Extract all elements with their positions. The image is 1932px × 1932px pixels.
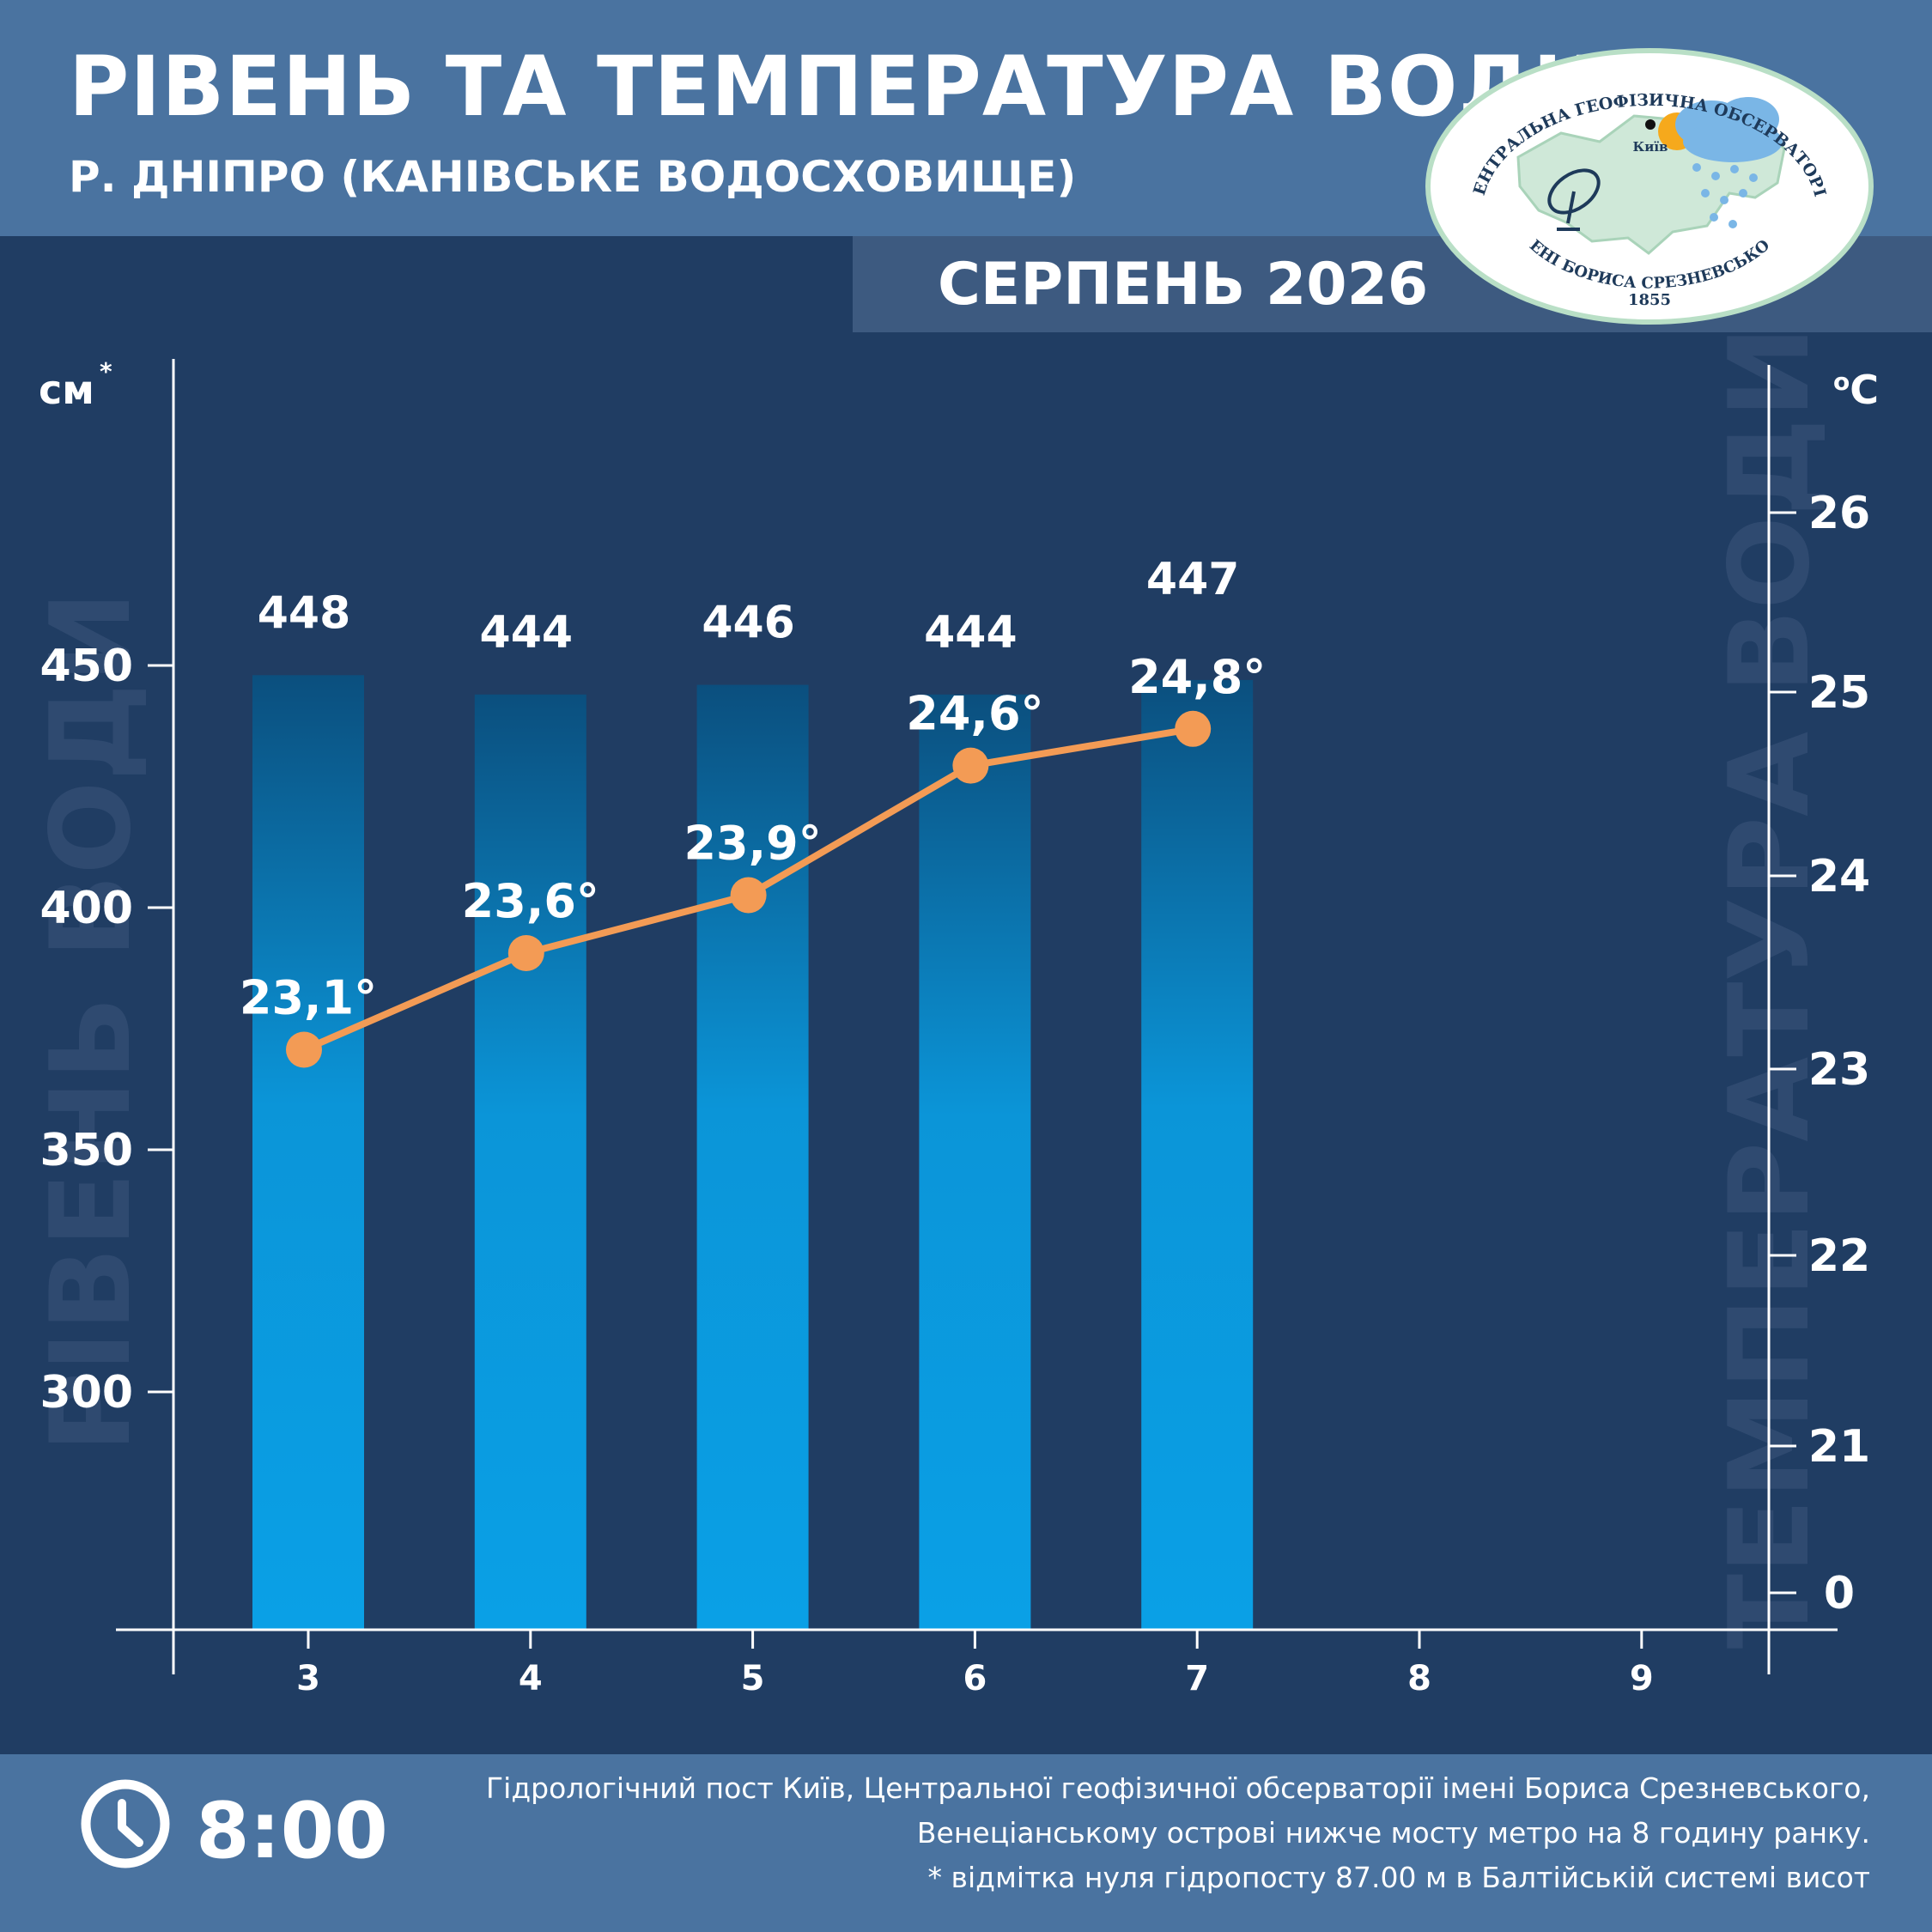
right-axis-tick-label: 25 [1808, 667, 1870, 719]
x-tick-label: 7 [1185, 1659, 1209, 1698]
temperature-point [730, 877, 767, 914]
x-tick-label: 5 [741, 1659, 765, 1698]
level-value-label: 444 [480, 607, 574, 659]
left-axis-tick-label: 450 [39, 641, 133, 692]
level-bar [1141, 679, 1254, 1631]
left-axis-unit: см [39, 367, 94, 413]
footer-note-3: * відмітка нуля гідропосту 87.00 м в Бал… [927, 1861, 1870, 1894]
level-bar [474, 694, 586, 1630]
footer-note-2: Венеціанському острові нижче мосту метро… [916, 1816, 1870, 1850]
x-tick-label: 8 [1407, 1659, 1431, 1698]
month-label: СЕРПЕНЬ 2026 [938, 251, 1429, 319]
temperature-point [952, 747, 989, 784]
level-value-label: 444 [924, 607, 1018, 659]
footer-band [0, 1754, 1932, 1932]
right-axis-tick-label: 23 [1808, 1044, 1870, 1096]
x-tick-label: 4 [519, 1659, 543, 1698]
right-axis-tick-label: 26 [1808, 488, 1870, 539]
temperature-point [1175, 710, 1212, 747]
left-axis-tick-label: 400 [39, 883, 133, 934]
observatory-logo: Київ ЦЕНТРАЛЬНА ГЕОФІЗИЧНА ОБСЕРВАТОРІЯ … [1424, 47, 1874, 325]
level-bar [919, 694, 1031, 1630]
footer-note-1: Гідрологічний пост Київ, Центральної гео… [486, 1771, 1870, 1805]
level-value-label: 447 [1146, 554, 1240, 605]
temperature-value-label: 23,6° [462, 874, 599, 928]
satellite-dish-icon [1547, 168, 1601, 231]
page-title: РІВЕНЬ ТА ТЕМПЕРАТУРА ВОДИ [69, 39, 1603, 135]
left-axis-tick-label: 350 [39, 1125, 133, 1176]
temperature-point [286, 1031, 322, 1068]
level-bar [696, 684, 809, 1630]
temperature-value-label: 24,8° [1128, 650, 1266, 704]
logo-year: 1855 [1628, 291, 1671, 309]
temperature-value-label: 23,1° [240, 971, 377, 1025]
x-tick-label: 3 [296, 1659, 320, 1698]
level-temperature-chart: РІВЕНЬ ВОДИ ТЕМПЕРАТУРА ВОДИ 3 4 5 6 7 8 93003… [27, 326, 1879, 1698]
logo-city: Київ [1633, 139, 1668, 155]
temperature-value-label: 23,9° [683, 817, 821, 871]
level-value-label: 448 [258, 587, 351, 639]
x-tick-label: 6 [963, 1659, 987, 1698]
right-axis-tick-label: 0 [1824, 1568, 1855, 1619]
right-axis-tick-label: 22 [1808, 1230, 1870, 1282]
page-subtitle: Р. ДНІПРО (КАНІВСЬКЕ ВОДОСХОВИЩЕ) [69, 152, 1077, 202]
level-value-label: 446 [702, 598, 795, 649]
level-bar [252, 675, 364, 1630]
right-axis-tick-label: 21 [1808, 1421, 1870, 1473]
left-axis-unit-mark: * [100, 357, 112, 386]
clock-icon [81, 1779, 170, 1868]
right-axis-tick-label: 24 [1808, 851, 1870, 902]
observation-time: 8:00 [196, 1786, 388, 1876]
left-watermark: РІВЕНЬ ВОДИ [27, 591, 155, 1452]
left-axis-tick-label: 300 [39, 1367, 133, 1419]
right-axis-unit: oC [1833, 367, 1879, 413]
temperature-value-label: 24,6° [906, 687, 1043, 741]
temperature-point [507, 935, 544, 971]
x-tick-label: 9 [1630, 1659, 1654, 1698]
